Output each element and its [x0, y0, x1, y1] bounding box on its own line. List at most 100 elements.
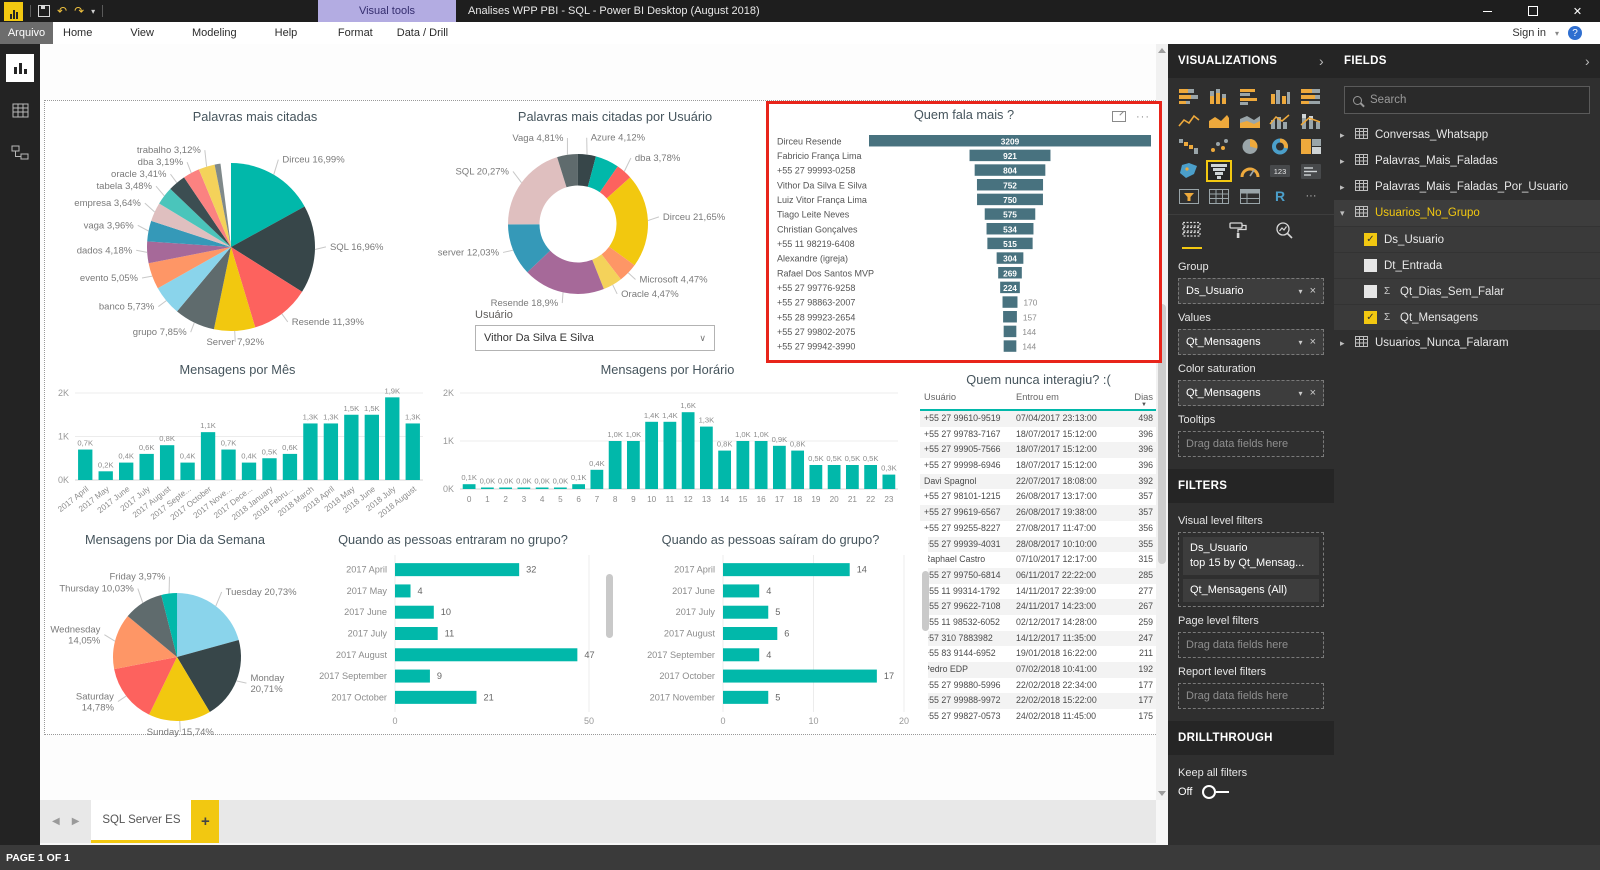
- funnel-bar[interactable]: [1002, 296, 1018, 308]
- chevron-down-icon[interactable]: ∨: [699, 332, 706, 343]
- page-filters-dropzone[interactable]: Drag data fields here: [1178, 632, 1324, 658]
- bar[interactable]: [723, 690, 769, 704]
- pie-slice[interactable]: [198, 164, 231, 247]
- chevron-down-icon[interactable]: ▾: [1298, 286, 1303, 296]
- column-bar[interactable]: [262, 458, 277, 480]
- menu-help[interactable]: Help: [274, 27, 298, 39]
- funnel-bar[interactable]: [976, 179, 1044, 191]
- viz-icon-more[interactable]: ···: [1298, 185, 1324, 207]
- bar[interactable]: [395, 584, 411, 598]
- scrollbar-thumb[interactable]: [606, 574, 613, 638]
- checkbox-checked[interactable]: ✓: [1364, 233, 1377, 246]
- column-bar[interactable]: [827, 465, 841, 489]
- bar[interactable]: [723, 648, 760, 662]
- column-header-usuario[interactable]: Usuário: [924, 392, 957, 402]
- viz-icon-line-stacked-column[interactable]: [1298, 110, 1324, 132]
- chevron-down-icon[interactable]: ▾: [1298, 337, 1303, 347]
- viz-icon-clustered-column[interactable]: [1267, 85, 1293, 107]
- column-bar[interactable]: [385, 397, 400, 480]
- field-table-conversas_whatsapp[interactable]: ▸ Conversas_Whatsapp: [1334, 122, 1600, 148]
- slicer-dropdown[interactable]: Vithor Da Silva E Silva ∨: [475, 325, 715, 351]
- funnel-bar[interactable]: [986, 223, 1034, 235]
- column-bar[interactable]: [626, 441, 640, 489]
- column-bar[interactable]: [663, 421, 677, 489]
- column-bar[interactable]: [405, 423, 420, 480]
- pie-slice[interactable]: [578, 154, 596, 187]
- column-bar[interactable]: [791, 450, 805, 489]
- redo-icon[interactable]: ↷: [74, 4, 85, 18]
- viz-icon-bar-100[interactable]: [1298, 85, 1324, 107]
- prev-page-icon[interactable]: ◀: [52, 816, 60, 827]
- scroll-down-icon[interactable]: [1158, 791, 1166, 796]
- keep-all-filters-toggle[interactable]: [1202, 785, 1230, 799]
- table-row[interactable]: +55 27 99880-5996 22/02/2018 22:34:00 177: [920, 678, 1157, 694]
- viz-icon-gauge[interactable]: [1237, 160, 1263, 182]
- bar[interactable]: [723, 669, 877, 683]
- viz-icon-card[interactable]: 123: [1267, 160, 1293, 182]
- search-input[interactable]: Search: [1344, 86, 1590, 114]
- table-row[interactable]: +55 27 99750-6814 06/11/2017 22:22:00 285: [920, 567, 1157, 584]
- pie-slice[interactable]: [114, 657, 177, 715]
- column-bar[interactable]: [499, 487, 513, 490]
- menu-home[interactable]: Home: [63, 27, 93, 39]
- pie-slice[interactable]: [170, 177, 231, 247]
- menu-format[interactable]: Format: [337, 27, 373, 39]
- column-bar[interactable]: [119, 462, 134, 480]
- more-commands-icon[interactable]: ▾: [91, 6, 96, 16]
- visual-tools-tab[interactable]: Visual tools: [318, 0, 456, 22]
- menu-modeling[interactable]: Modeling: [192, 27, 237, 39]
- table-row[interactable]: +55 27 99783-7167 18/07/2017 15:12:00 396: [920, 427, 1157, 443]
- viz-icon-stacked-area[interactable]: [1237, 110, 1263, 132]
- collapse-panel-icon[interactable]: ›: [1585, 53, 1590, 69]
- group-field-pill[interactable]: Ds_Usuario ▾ ×: [1178, 278, 1324, 304]
- pie-slice[interactable]: [148, 247, 231, 289]
- viz-icon-stacked-bar[interactable]: [1176, 85, 1202, 107]
- pie-slice[interactable]: [177, 640, 241, 712]
- viz-icon-line-clustered-column[interactable]: [1267, 110, 1293, 132]
- column-bar[interactable]: [572, 484, 586, 489]
- remove-field-icon[interactable]: ×: [1309, 387, 1316, 399]
- next-page-icon[interactable]: ▶: [71, 816, 80, 827]
- column-bar[interactable]: [159, 445, 175, 480]
- column-bar[interactable]: [98, 471, 113, 480]
- visual-mensagens-por-horario[interactable]: Mensagens por Horário 0K 1K 2K 0,1K 0 0,0K 1 0,0…: [430, 359, 905, 527]
- scrollbar-thumb[interactable]: [1158, 304, 1166, 564]
- funnel-bar[interactable]: [974, 164, 1046, 176]
- menu-data-drill[interactable]: Data / Drill: [396, 27, 449, 39]
- field-dt_entrada[interactable]: Dt_Entrada: [1334, 252, 1600, 278]
- viz-icon-slicer[interactable]: [1176, 185, 1202, 207]
- funnel-bar[interactable]: [996, 252, 1024, 264]
- funnel-bar[interactable]: [977, 193, 1043, 206]
- collapse-icon[interactable]: ▾: [1340, 207, 1345, 218]
- expand-icon[interactable]: ▸: [1340, 129, 1345, 140]
- pie-slice[interactable]: [592, 254, 621, 290]
- checkbox-unchecked[interactable]: [1364, 285, 1377, 298]
- column-bar[interactable]: [809, 465, 823, 489]
- pie-slice[interactable]: [184, 169, 231, 247]
- pie-slice[interactable]: [177, 247, 231, 330]
- table-row[interactable]: Raphael Castro 07/10/2017 12:17:00 315: [920, 552, 1157, 568]
- viz-icon-scatter[interactable]: [1206, 135, 1232, 157]
- chevron-down-icon[interactable]: ▾: [1554, 28, 1559, 38]
- funnel-bar[interactable]: [998, 267, 1022, 279]
- column-bar[interactable]: [553, 487, 567, 490]
- viz-icon-matrix[interactable]: [1237, 185, 1263, 207]
- table-row[interactable]: +55 27 99622-7108 24/11/2017 14:23:00 267: [920, 599, 1157, 615]
- field-ds_usuario[interactable]: ✓ Ds_Usuario: [1334, 226, 1600, 252]
- more-options-icon[interactable]: ···: [1136, 110, 1150, 123]
- pie-slice[interactable]: [213, 247, 256, 331]
- funnel-bar[interactable]: [1003, 325, 1017, 338]
- table-row[interactable]: +55 27 99619-6567 26/08/2017 19:38:00 357: [920, 505, 1157, 521]
- column-bar[interactable]: [344, 414, 359, 480]
- column-bar[interactable]: [517, 487, 531, 490]
- model-view-button[interactable]: [6, 138, 34, 166]
- table-row[interactable]: +55 11 99314-1792 14/11/2017 22:39:00 277: [920, 584, 1157, 600]
- pie-slice[interactable]: [231, 206, 315, 292]
- pie-slice[interactable]: [127, 594, 177, 657]
- pie-slice[interactable]: [113, 616, 177, 670]
- column-header-entrou-em[interactable]: Entrou em: [1016, 392, 1059, 402]
- funnel-bar[interactable]: [869, 135, 1151, 147]
- field-table-usuarios_no_grupo[interactable]: ▾ Usuarios_No_Grupo: [1334, 200, 1600, 226]
- field-qt_mensagens[interactable]: ✓ Σ Qt_Mensagens: [1334, 304, 1600, 330]
- viz-icon-treemap[interactable]: [1298, 135, 1324, 157]
